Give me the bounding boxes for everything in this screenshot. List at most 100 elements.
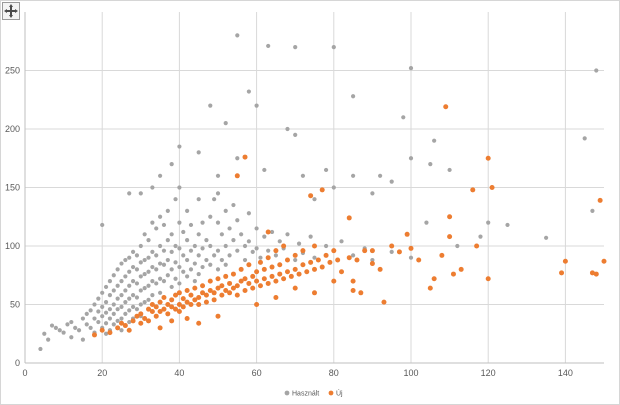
data-point (123, 257, 128, 263)
data-point (134, 313, 140, 319)
legend-label-hasznalt: Használt (292, 391, 319, 398)
move-handle-icon[interactable] (2, 2, 20, 20)
data-point (312, 255, 317, 260)
data-point (215, 313, 221, 319)
data-point (211, 290, 217, 296)
data-point (142, 286, 147, 291)
data-point (176, 302, 182, 307)
data-point (181, 229, 186, 235)
data-point (149, 309, 155, 315)
data-point (192, 261, 197, 266)
data-point (169, 162, 174, 167)
data-point (486, 220, 491, 225)
data-point (96, 319, 101, 325)
x-tick-label: 80 (329, 368, 339, 378)
data-point (211, 297, 217, 303)
data-point (157, 299, 163, 305)
x-tick-label: 60 (252, 368, 262, 378)
data-point (184, 287, 190, 293)
data-point (119, 279, 124, 284)
data-point (262, 167, 267, 173)
data-point (130, 249, 136, 254)
data-point (61, 330, 66, 335)
axes (24, 12, 604, 364)
data-point (296, 241, 302, 246)
data-point (432, 138, 437, 143)
data-point (165, 311, 171, 317)
data-point (142, 316, 148, 322)
data-point (100, 314, 105, 319)
y-tick-label: 150 (5, 183, 20, 193)
data-point (203, 299, 209, 305)
data-point (127, 255, 132, 260)
data-point (196, 320, 202, 326)
data-point (370, 257, 375, 263)
data-point (323, 252, 329, 258)
data-point (169, 249, 174, 254)
data-point (308, 193, 314, 199)
data-point (96, 309, 101, 314)
data-point (134, 253, 140, 258)
data-point (161, 248, 167, 253)
data-point (158, 173, 163, 178)
data-point (173, 197, 178, 202)
data-point (300, 248, 306, 254)
data-point (130, 318, 136, 324)
data-point (404, 231, 410, 237)
data-point (235, 33, 240, 38)
data-point (185, 208, 190, 213)
data-point (165, 208, 170, 213)
data-point (192, 285, 198, 291)
data-point (127, 191, 132, 196)
data-point (246, 89, 251, 94)
data-point (127, 269, 132, 274)
data-point (277, 239, 282, 244)
data-point (184, 316, 190, 322)
data-point (254, 226, 259, 231)
data-point (91, 332, 97, 338)
data-point (396, 249, 402, 255)
x-tick-labels: 0 20 40 60 80 100 120 140 (22, 368, 572, 378)
data-point (408, 245, 414, 251)
data-point (339, 239, 344, 244)
data-point (165, 302, 171, 307)
data-point (92, 302, 97, 307)
data-point (293, 45, 298, 50)
data-point (185, 238, 190, 243)
data-point (594, 68, 599, 73)
data-point (134, 267, 140, 272)
data-point (362, 248, 368, 254)
data-point (389, 179, 394, 184)
data-point (215, 248, 221, 253)
x-tick-label: 100 (403, 368, 418, 378)
data-point (323, 243, 329, 249)
data-point (292, 266, 298, 272)
data-point (335, 257, 341, 263)
data-point (401, 115, 406, 120)
y-tick-label: 50 (10, 300, 20, 310)
data-point (489, 185, 495, 190)
data-point (273, 253, 278, 258)
data-point (188, 248, 194, 253)
data-point (177, 144, 182, 149)
data-point (138, 191, 143, 196)
data-point (107, 330, 113, 336)
data-point (180, 296, 186, 302)
data-point (111, 288, 116, 293)
data-point (115, 267, 120, 272)
y-tick-label: 0 (15, 358, 20, 368)
data-point (200, 220, 205, 225)
data-point (227, 226, 232, 231)
data-point (73, 325, 78, 330)
data-point (292, 285, 298, 291)
data-point (204, 257, 209, 263)
data-point (84, 311, 89, 316)
data-point (265, 280, 271, 286)
data-point (562, 258, 568, 264)
data-point (169, 304, 175, 310)
data-point (119, 320, 124, 326)
data-point (215, 191, 221, 196)
data-point (177, 220, 182, 225)
data-point (250, 285, 256, 291)
move-arrows-icon (4, 4, 18, 18)
